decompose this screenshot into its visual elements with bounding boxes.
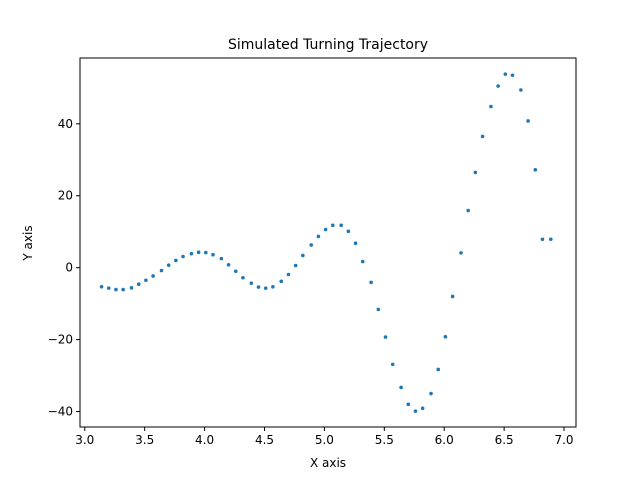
data-point — [121, 287, 125, 292]
data-point — [429, 391, 433, 396]
data-point — [293, 263, 298, 268]
x-tick-label: 4.5 — [255, 433, 274, 447]
data-point — [369, 280, 373, 285]
data-point — [459, 251, 463, 255]
data-point — [339, 223, 343, 228]
data-point — [413, 409, 418, 413]
x-tick-label: 7.0 — [554, 433, 573, 447]
data-point — [473, 170, 478, 175]
data-point — [241, 275, 245, 280]
chart-title: Simulated Turning Trajectory — [228, 37, 428, 53]
data-point — [466, 208, 470, 213]
data-point — [271, 284, 275, 289]
data-point — [301, 253, 305, 258]
data-point — [99, 284, 104, 289]
x-axis: 3.0 3.5 4.0 4.5 5.0 5.5 6.0 6.5 7.0 — [75, 427, 574, 447]
data-point — [399, 385, 403, 390]
x-tick-label: 6.5 — [495, 433, 514, 447]
x-axis-label: X axis — [310, 456, 346, 470]
data-point — [204, 250, 208, 255]
data-point — [279, 279, 284, 284]
y-axis-label: Y axis — [21, 225, 35, 261]
data-point — [181, 254, 185, 259]
data-point — [489, 104, 493, 109]
data-point — [144, 278, 148, 283]
data-point — [136, 282, 141, 287]
plot-frame — [79, 57, 577, 428]
data-point — [263, 286, 268, 290]
data-point — [316, 234, 321, 239]
data-point — [503, 72, 508, 76]
data-point — [196, 250, 201, 255]
data-point — [189, 251, 194, 256]
data-point — [496, 84, 500, 88]
y-axis: −40 −20 0 20 40 — [48, 117, 80, 419]
data-point — [519, 88, 523, 92]
data-point — [233, 269, 238, 274]
data-point — [346, 229, 351, 234]
data-point — [309, 243, 314, 247]
y-tick-label: −20 — [48, 333, 73, 347]
data-point — [211, 252, 215, 257]
data-point — [443, 334, 448, 339]
data-point — [353, 241, 358, 246]
data-point — [526, 119, 530, 123]
x-tick-label: 6.0 — [435, 433, 454, 447]
data-point — [226, 263, 231, 267]
data-point — [450, 294, 455, 299]
y-tick-label: 0 — [65, 261, 73, 275]
data-point — [114, 287, 118, 292]
y-tick-label: 40 — [58, 117, 73, 131]
y-tick-label: −40 — [48, 405, 73, 419]
data-point — [330, 223, 335, 228]
scatter-series — [99, 72, 553, 413]
data-point — [436, 367, 441, 372]
data-point — [390, 362, 395, 367]
data-point — [151, 274, 155, 278]
data-point — [420, 406, 425, 411]
x-tick-label: 5.0 — [315, 433, 334, 447]
data-point — [383, 335, 388, 339]
data-point — [323, 227, 328, 232]
data-point — [510, 73, 515, 78]
y-tick-label: 20 — [58, 189, 73, 203]
data-point — [256, 285, 261, 289]
data-point — [174, 258, 178, 263]
data-point — [106, 286, 111, 290]
x-tick-label: 4.0 — [195, 433, 214, 447]
data-point — [406, 402, 411, 407]
data-point — [533, 168, 538, 172]
data-point — [219, 256, 224, 261]
x-tick-label: 3.5 — [135, 433, 154, 447]
x-tick-label: 3.0 — [75, 433, 94, 447]
data-point — [159, 268, 164, 273]
data-point — [360, 259, 365, 264]
data-point — [129, 286, 134, 290]
data-point — [166, 263, 171, 267]
data-point — [249, 281, 254, 285]
data-point — [376, 307, 381, 312]
data-point — [286, 272, 291, 277]
data-point — [540, 237, 545, 242]
data-point — [549, 237, 553, 242]
x-tick-label: 5.5 — [375, 433, 394, 447]
data-point — [480, 134, 485, 139]
